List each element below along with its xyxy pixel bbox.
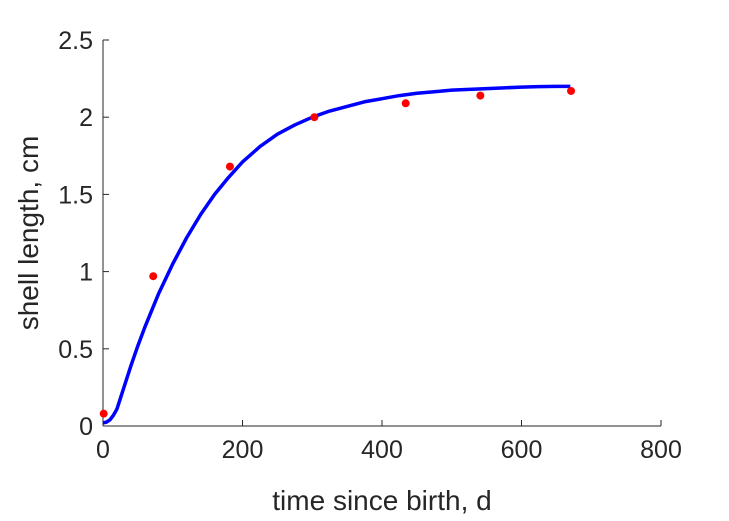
y-tick-label: 0 — [79, 413, 93, 441]
model-curve — [102, 84, 571, 425]
y-tick-label: 1 — [79, 259, 93, 287]
y-tick-label: 1.5 — [58, 181, 93, 209]
y-tick-label: 2.5 — [58, 27, 93, 55]
data-point — [310, 113, 319, 122]
x-tick-label: 600 — [501, 436, 543, 464]
y-axis-label: shell length, cm — [13, 136, 44, 331]
data-point — [225, 162, 234, 171]
data-point — [149, 272, 158, 281]
x-axis-label: time since birth, d — [272, 485, 491, 516]
x-ticks: 0 200 400 600 800 — [96, 420, 682, 464]
data-point — [99, 409, 108, 418]
data-point — [476, 91, 485, 100]
x-tick-label: 200 — [222, 436, 264, 464]
plot-series — [99, 84, 576, 425]
data-point — [401, 99, 410, 108]
x-tick-label: 800 — [640, 436, 682, 464]
y-tick-label: 0.5 — [58, 336, 93, 364]
x-tick-label: 400 — [361, 436, 403, 464]
x-tick-label: 0 — [96, 436, 110, 464]
y-tick-label: 2 — [79, 104, 93, 132]
y-ticks: 0 0.5 1 1.5 2 2.5 — [58, 27, 109, 441]
data-point — [567, 86, 576, 95]
